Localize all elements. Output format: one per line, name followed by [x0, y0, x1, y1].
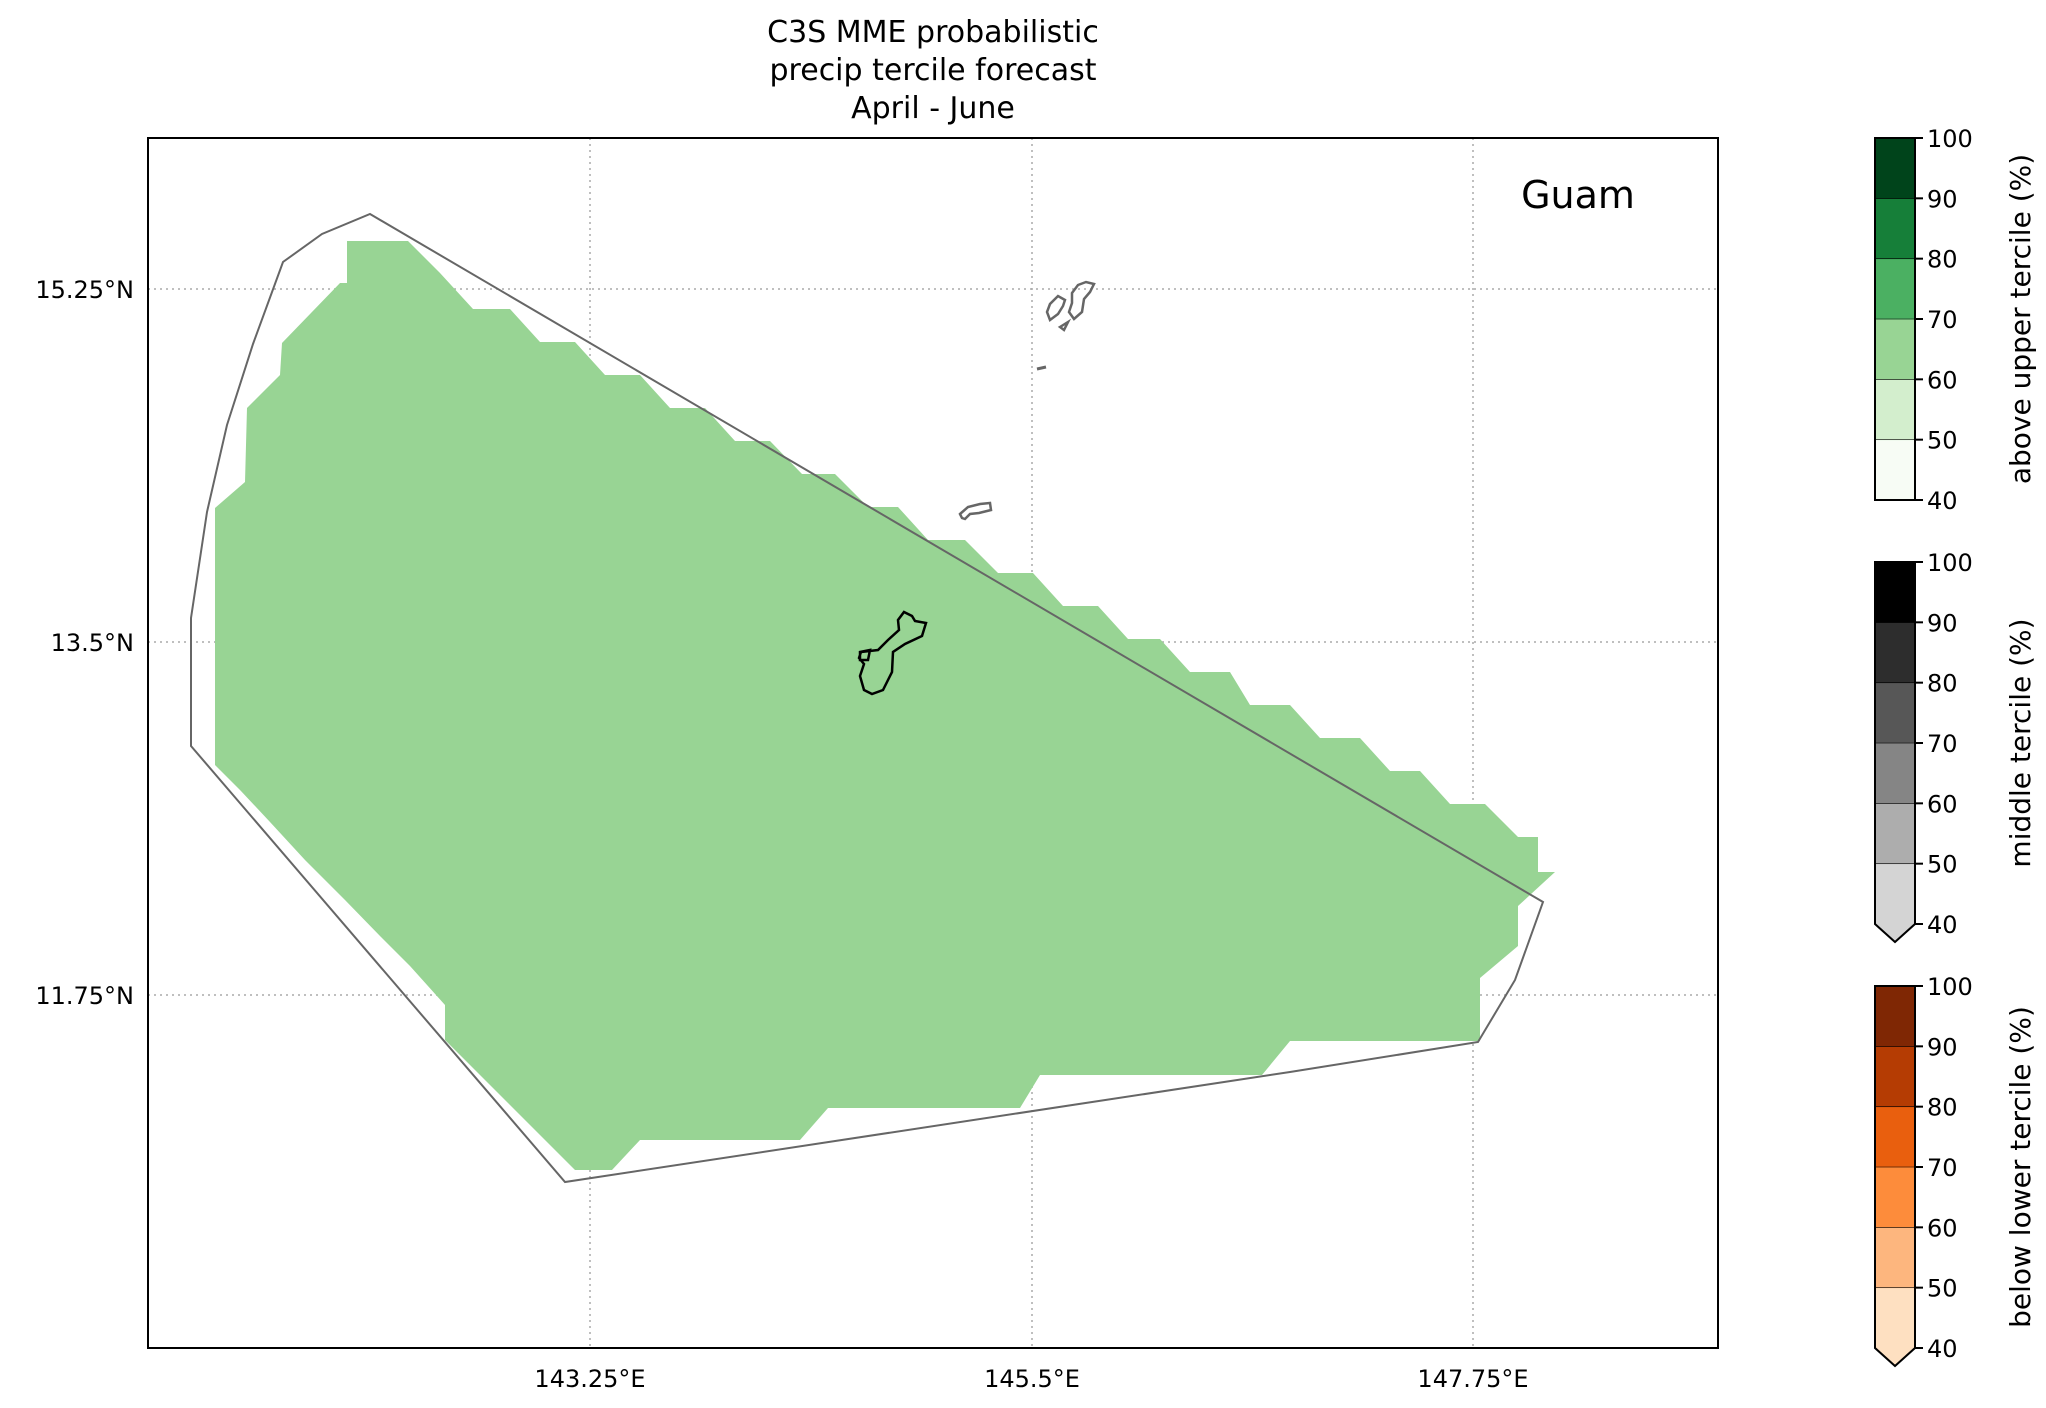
colorbar-label: middle tercile (%) [2004, 618, 2037, 867]
colorbar-0: 100 90 80 70 60 50 40 above upper tercile (%) [1874, 125, 2037, 515]
lat-tick-label: 13.5°N [51, 629, 134, 657]
lat-tick-label: 15.25°N [35, 276, 134, 304]
colorbar-tick-label: 60 [1927, 790, 1958, 818]
colorbar-tick-label: 50 [1927, 1275, 1958, 1303]
colorbar-tick-label: 40 [1927, 487, 1958, 515]
lon-tick-label: 147.75°E [1417, 1365, 1528, 1393]
colorbar-tick-label: 40 [1927, 911, 1958, 939]
title-line-1: C3S MME probabilistic [767, 15, 1099, 50]
colorbar-segment [1875, 138, 1915, 199]
colorbar-tick-label: 70 [1927, 1154, 1958, 1182]
colorbar-segment [1875, 1167, 1915, 1228]
region-label: Guam [1521, 173, 1635, 217]
colorbar-segment [1875, 803, 1915, 865]
title-line-3: April - June [851, 91, 1015, 126]
colorbar-label: below lower tercile (%) [2004, 1006, 2037, 1328]
lon-tick-labels: 143.25°E 145.5°E 147.75°E [534, 1365, 1528, 1393]
colorbar-tick-label: 90 [1927, 609, 1958, 637]
colorbar-tick-label: 100 [1927, 125, 1973, 153]
colorbar-outline [1874, 985, 1916, 1368]
title-line-2: precip tercile forecast [769, 53, 1097, 88]
guam-island [857, 610, 928, 696]
colorbar-tick-label: 90 [1927, 1033, 1958, 1061]
colorbar-segment [1875, 258, 1915, 320]
colorbar-segment [1875, 1227, 1915, 1289]
forecast-region-fill [215, 241, 1555, 1170]
lat-tick-label: 11.75°N [35, 982, 134, 1010]
colorbar-segment [1875, 198, 1915, 260]
colorbar-segment [1875, 379, 1915, 441]
colorbar-2: 100 90 80 70 60 50 40 below lower tercile (%) [1874, 973, 2037, 1368]
lat-tick-labels: 15.25°N 13.5°N 11.75°N [35, 276, 134, 1010]
colorbar-tick-label: 40 [1927, 1335, 1958, 1363]
colorbar-tick-label: 90 [1927, 185, 1958, 213]
colorbar-segment [1875, 1287, 1915, 1349]
colorbar-tick-label: 70 [1927, 730, 1958, 758]
colorbar-tick-label: 50 [1927, 427, 1958, 455]
region-boundary [190, 212, 1545, 1184]
colorbar-segment [1875, 439, 1915, 501]
colorbar-segment [1875, 1046, 1915, 1108]
colorbar-segment [1875, 1106, 1915, 1168]
colorbar-segment [1875, 863, 1915, 925]
lon-tick-label: 145.5°E [984, 1365, 1080, 1393]
colorbar-segment [1875, 562, 1915, 623]
colorbar-segment [1875, 319, 1915, 380]
colorbar-segment [1875, 986, 1915, 1047]
colorbar-segment [1875, 622, 1915, 684]
colorbar-tick-label: 80 [1927, 1094, 1958, 1122]
colorbar-tick-label: 100 [1927, 973, 1973, 1001]
colorbar-tick-label: 100 [1927, 549, 1973, 577]
tinian-saipan-island [1045, 280, 1096, 332]
colorbar-segment [1875, 682, 1915, 744]
colorbar-tick-label: 60 [1927, 1214, 1958, 1242]
map-title: C3S MME probabilistic precip tercile for… [148, 14, 1718, 128]
map-frame [147, 137, 1719, 1349]
colorbar-extend-triangle [1875, 1348, 1915, 1366]
lon-tick-label: 143.25°E [534, 1365, 645, 1393]
colorbar-label: above upper tercile (%) [2004, 154, 2037, 484]
colorbar-segment [1875, 743, 1915, 804]
colorbar-tick-label: 80 [1927, 670, 1958, 698]
colorbar-tick-label: 80 [1927, 246, 1958, 274]
colorbar-extend-triangle [1875, 924, 1915, 942]
colorbar-outline [1874, 561, 1916, 944]
colorbar-tick-label: 60 [1927, 366, 1958, 394]
rota-island [958, 501, 993, 521]
colorbar-tick-label: 70 [1927, 306, 1958, 334]
aguijan-island [1036, 365, 1047, 371]
colorbar-1: 100 90 80 70 60 50 40 middle tercile (%) [1874, 549, 2037, 944]
colorbar-tick-label: 50 [1927, 851, 1958, 879]
